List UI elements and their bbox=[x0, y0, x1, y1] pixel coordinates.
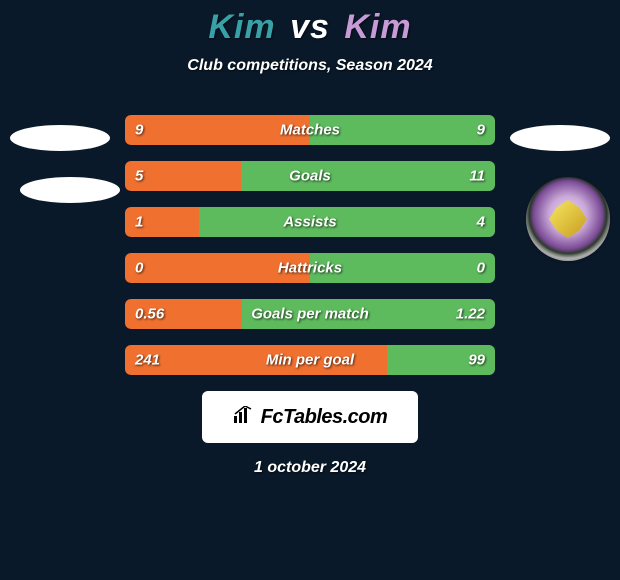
player1-club-placeholder bbox=[20, 177, 120, 203]
player1-name: Kim bbox=[208, 8, 275, 46]
stat-value-left: 0 bbox=[135, 260, 143, 277]
player2-club-badge bbox=[526, 177, 610, 261]
stat-label: Min per goal bbox=[266, 352, 354, 369]
stat-label: Goals per match bbox=[251, 306, 369, 323]
stat-row: 1 4 Assists bbox=[125, 207, 495, 237]
comparison-infographic: Kim vs Kim Club competitions, Season 202… bbox=[0, 0, 620, 580]
stat-value-right: 4 bbox=[477, 214, 485, 231]
stat-label: Matches bbox=[280, 122, 340, 139]
stat-value-right: 0 bbox=[477, 260, 485, 277]
stat-bar-right bbox=[241, 161, 495, 191]
stat-value-right: 11 bbox=[469, 168, 485, 185]
stat-label: Hattricks bbox=[278, 260, 342, 277]
club-badge-icon bbox=[549, 200, 587, 238]
stat-bars: 99Matches511Goals14Assists00Hattricks0.5… bbox=[125, 115, 495, 375]
date: 1 october 2024 bbox=[0, 459, 620, 477]
player1-photo-placeholder bbox=[10, 125, 110, 151]
stat-label: Goals bbox=[289, 168, 331, 185]
source-logo: FcTables.com bbox=[202, 391, 418, 443]
stat-value-right: 99 bbox=[468, 352, 485, 369]
stats-area: 99Matches511Goals14Assists00Hattricks0.5… bbox=[0, 115, 620, 477]
stat-row: 0 0 Hattricks bbox=[125, 253, 495, 283]
stat-row: 241 99 Min per goal bbox=[125, 345, 495, 375]
stat-value-left: 0.56 bbox=[135, 306, 164, 323]
subtitle: Club competitions, Season 2024 bbox=[0, 57, 620, 75]
stat-value-left: 9 bbox=[135, 122, 143, 139]
chart-icon bbox=[233, 406, 255, 429]
stat-value-left: 1 bbox=[135, 214, 143, 231]
stat-value-left: 241 bbox=[135, 352, 160, 369]
page-title: Kim vs Kim bbox=[0, 8, 620, 47]
stat-value-right: 9 bbox=[477, 122, 485, 139]
stat-row: 0.56 1.22 Goals per match bbox=[125, 299, 495, 329]
player2-photo-placeholder bbox=[510, 125, 610, 151]
stat-value-right: 1.22 bbox=[456, 306, 485, 323]
vs-text: vs bbox=[290, 8, 330, 46]
player2-name: Kim bbox=[344, 8, 411, 46]
stat-row: 9 9 Matches bbox=[125, 115, 495, 145]
stat-value-left: 5 bbox=[135, 168, 143, 185]
source-name: FcTables.com bbox=[261, 406, 388, 429]
stat-bar-right bbox=[199, 207, 495, 237]
stat-label: Assists bbox=[283, 214, 336, 231]
stat-row: 5 11 Goals bbox=[125, 161, 495, 191]
